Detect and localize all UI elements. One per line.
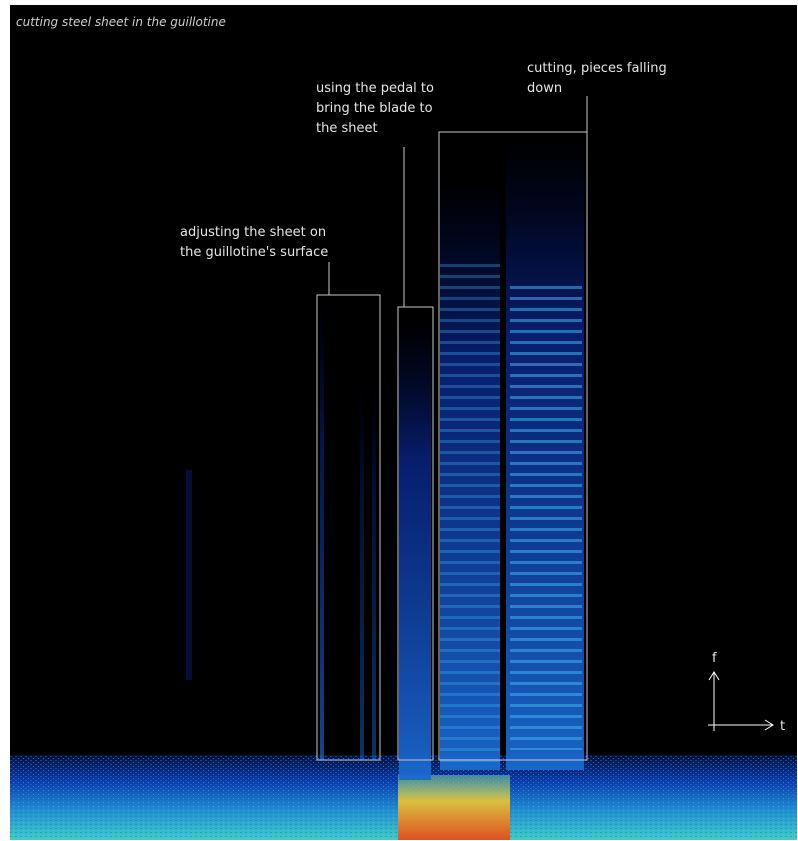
y-axis-label: f — [712, 651, 717, 666]
harmonic-stripes — [510, 280, 582, 750]
annotation-text: using the pedal to — [316, 81, 434, 96]
x-arrowhead — [764, 719, 774, 731]
annotation-text: bring the blade to — [316, 101, 433, 116]
title: cutting steel sheet in the guillotine — [16, 15, 226, 29]
annotation-text: the sheet — [316, 121, 378, 136]
annotation-text: the guillotine's surface — [180, 245, 328, 260]
energy-column — [360, 380, 364, 760]
energy-column — [320, 300, 324, 760]
energy-column — [372, 380, 376, 760]
annotation-box — [397, 306, 434, 761]
annotation-box — [438, 131, 588, 761]
harmonic-stripes — [440, 260, 500, 770]
loud-region — [398, 775, 510, 840]
y-arrowhead — [708, 671, 720, 681]
faint-column — [186, 470, 192, 680]
annotation-text: cutting, pieces falling — [527, 61, 667, 76]
annotation-text: down — [527, 81, 562, 96]
energy-column — [399, 320, 431, 780]
x-axis-label: t — [780, 719, 785, 734]
annotation-text: adjusting the sheet on — [180, 225, 326, 240]
annotation-box — [316, 294, 381, 761]
